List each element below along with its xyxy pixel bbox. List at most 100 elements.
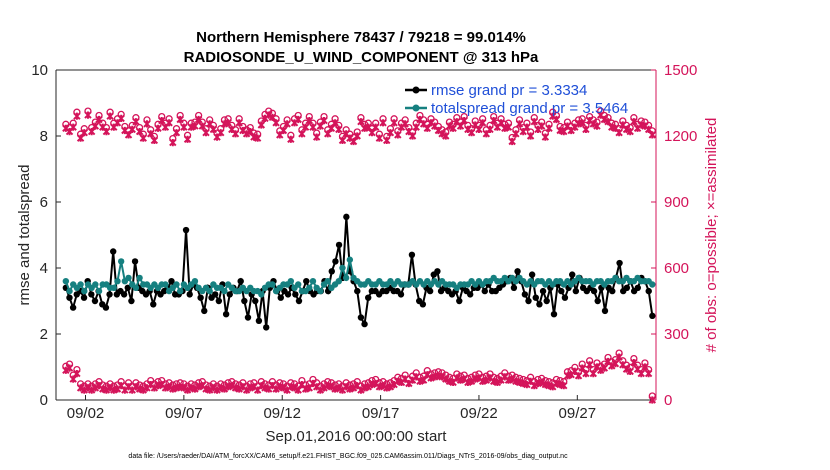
obs-assimilated-marker — [235, 119, 243, 127]
obs-count-point — [600, 111, 609, 124]
obs-count-point — [442, 128, 450, 140]
obs-count-point — [165, 379, 173, 391]
rmse-point — [365, 294, 372, 301]
rmse-point — [481, 287, 488, 295]
totalspread-point — [136, 274, 143, 282]
obs-assimilated-marker — [622, 125, 631, 134]
y-right-tick-label: 1200 — [664, 128, 697, 145]
rmse-point — [69, 304, 77, 311]
y-tick-label: 10 — [31, 62, 48, 79]
obs-assimilated-marker — [357, 117, 365, 126]
obs-assimilated-marker — [191, 385, 199, 393]
obs-assimilated-marker — [87, 127, 96, 136]
totalspread-point — [258, 291, 265, 298]
obs-count-point — [294, 111, 302, 124]
y-tick-label: 2 — [40, 326, 48, 343]
y-right-tick-label: 900 — [664, 194, 689, 211]
obs-assimilated-marker — [287, 135, 295, 144]
obs-assimilated-marker — [596, 366, 605, 375]
obs-count-point — [95, 111, 103, 124]
obs-count-point — [309, 119, 317, 131]
obs-count-point — [279, 380, 288, 392]
rmse-point — [510, 284, 518, 291]
obs-count-point — [102, 123, 111, 136]
obs-count-point — [76, 380, 85, 392]
obs-count-point — [287, 131, 295, 144]
obs-count-point — [537, 374, 546, 387]
obs-count-point — [312, 129, 321, 141]
obs-count-point — [515, 116, 524, 128]
obs-assimilated-marker — [593, 122, 601, 130]
obs-count-point — [169, 134, 177, 147]
rmse-point — [528, 271, 536, 278]
totalspread-point — [287, 278, 295, 285]
obs-count-point — [593, 118, 601, 130]
obs-assimilated-marker — [301, 123, 310, 131]
obs-count-point — [626, 363, 634, 376]
obs-count-point — [412, 119, 420, 131]
obs-assimilated-marker — [242, 130, 251, 138]
rmse-point — [241, 297, 248, 305]
obs-assimilated-marker — [327, 383, 336, 391]
x-axis-label: Sep.01,2016 00:00:00 start — [266, 428, 448, 445]
obs-assimilated-marker — [150, 384, 159, 392]
obs-count-point — [560, 378, 568, 390]
rmse-point — [215, 297, 223, 305]
totalspread-point — [295, 281, 302, 288]
obs-assimilated-marker — [419, 376, 428, 384]
obs-assimilated-marker — [379, 119, 387, 127]
obs-assimilated-marker — [228, 381, 236, 390]
obs-assimilated-marker — [338, 136, 347, 145]
rmse-point — [361, 320, 368, 328]
rmse-point — [226, 291, 233, 298]
obs-assimilated-marker — [183, 386, 192, 394]
rmse-point — [354, 287, 361, 295]
obs-assimilated-marker — [253, 134, 262, 142]
rmse-point — [106, 291, 113, 298]
obs-assimilated-marker — [102, 386, 111, 394]
obs-assimilated-marker — [574, 372, 583, 380]
rmse-point — [569, 271, 576, 278]
obs-assimilated-marker — [117, 114, 125, 123]
obs-assimilated-marker — [165, 119, 173, 127]
rmse-point — [66, 294, 73, 301]
obs-assimilated-marker — [124, 131, 133, 139]
obs-count-point — [357, 114, 365, 126]
rmse-point — [525, 297, 532, 305]
rmse-point — [277, 294, 284, 301]
obs-assimilated-marker — [364, 383, 373, 391]
obs-assimilated-marker — [589, 369, 598, 378]
totalspread-point — [114, 278, 121, 285]
chart-title: Northern Hemisphere 78437 / 79218 = 99.0… — [196, 29, 526, 46]
obs-count-point — [622, 361, 631, 373]
rmse-point — [255, 317, 263, 324]
obs-assimilated-marker — [305, 116, 313, 125]
obs-assimilated-marker — [515, 120, 524, 128]
obs-count-point — [390, 115, 398, 127]
obs-assimilated-marker — [309, 123, 317, 131]
obs-assimilated-marker — [335, 384, 343, 392]
obs-assimilated-marker — [132, 383, 140, 391]
obs-count-point — [589, 116, 598, 128]
obs-count-point — [180, 380, 188, 392]
obs-assimilated-marker — [648, 131, 657, 139]
totalspread-point — [346, 256, 354, 263]
obs-assimilated-marker — [508, 137, 516, 146]
obs-assimilated-marker — [132, 117, 140, 126]
obs-count-point — [320, 112, 328, 125]
obs-assimilated-marker — [298, 130, 306, 138]
obs-assimilated-marker — [69, 123, 77, 131]
obs-assimilated-marker — [537, 378, 546, 387]
obs-assimilated-marker — [622, 365, 631, 373]
obs-assimilated-marker — [80, 386, 88, 394]
rmse-point — [397, 291, 405, 298]
rmse-point — [419, 301, 427, 308]
obs-assimilated-marker — [644, 125, 653, 134]
totalspread-point — [176, 287, 184, 295]
obs-assimilated-marker — [106, 112, 114, 120]
obs-count-point — [596, 362, 605, 375]
obs-assimilated-marker — [80, 128, 88, 137]
obs-count-point — [290, 380, 299, 392]
obs-assimilated-marker — [324, 130, 332, 138]
